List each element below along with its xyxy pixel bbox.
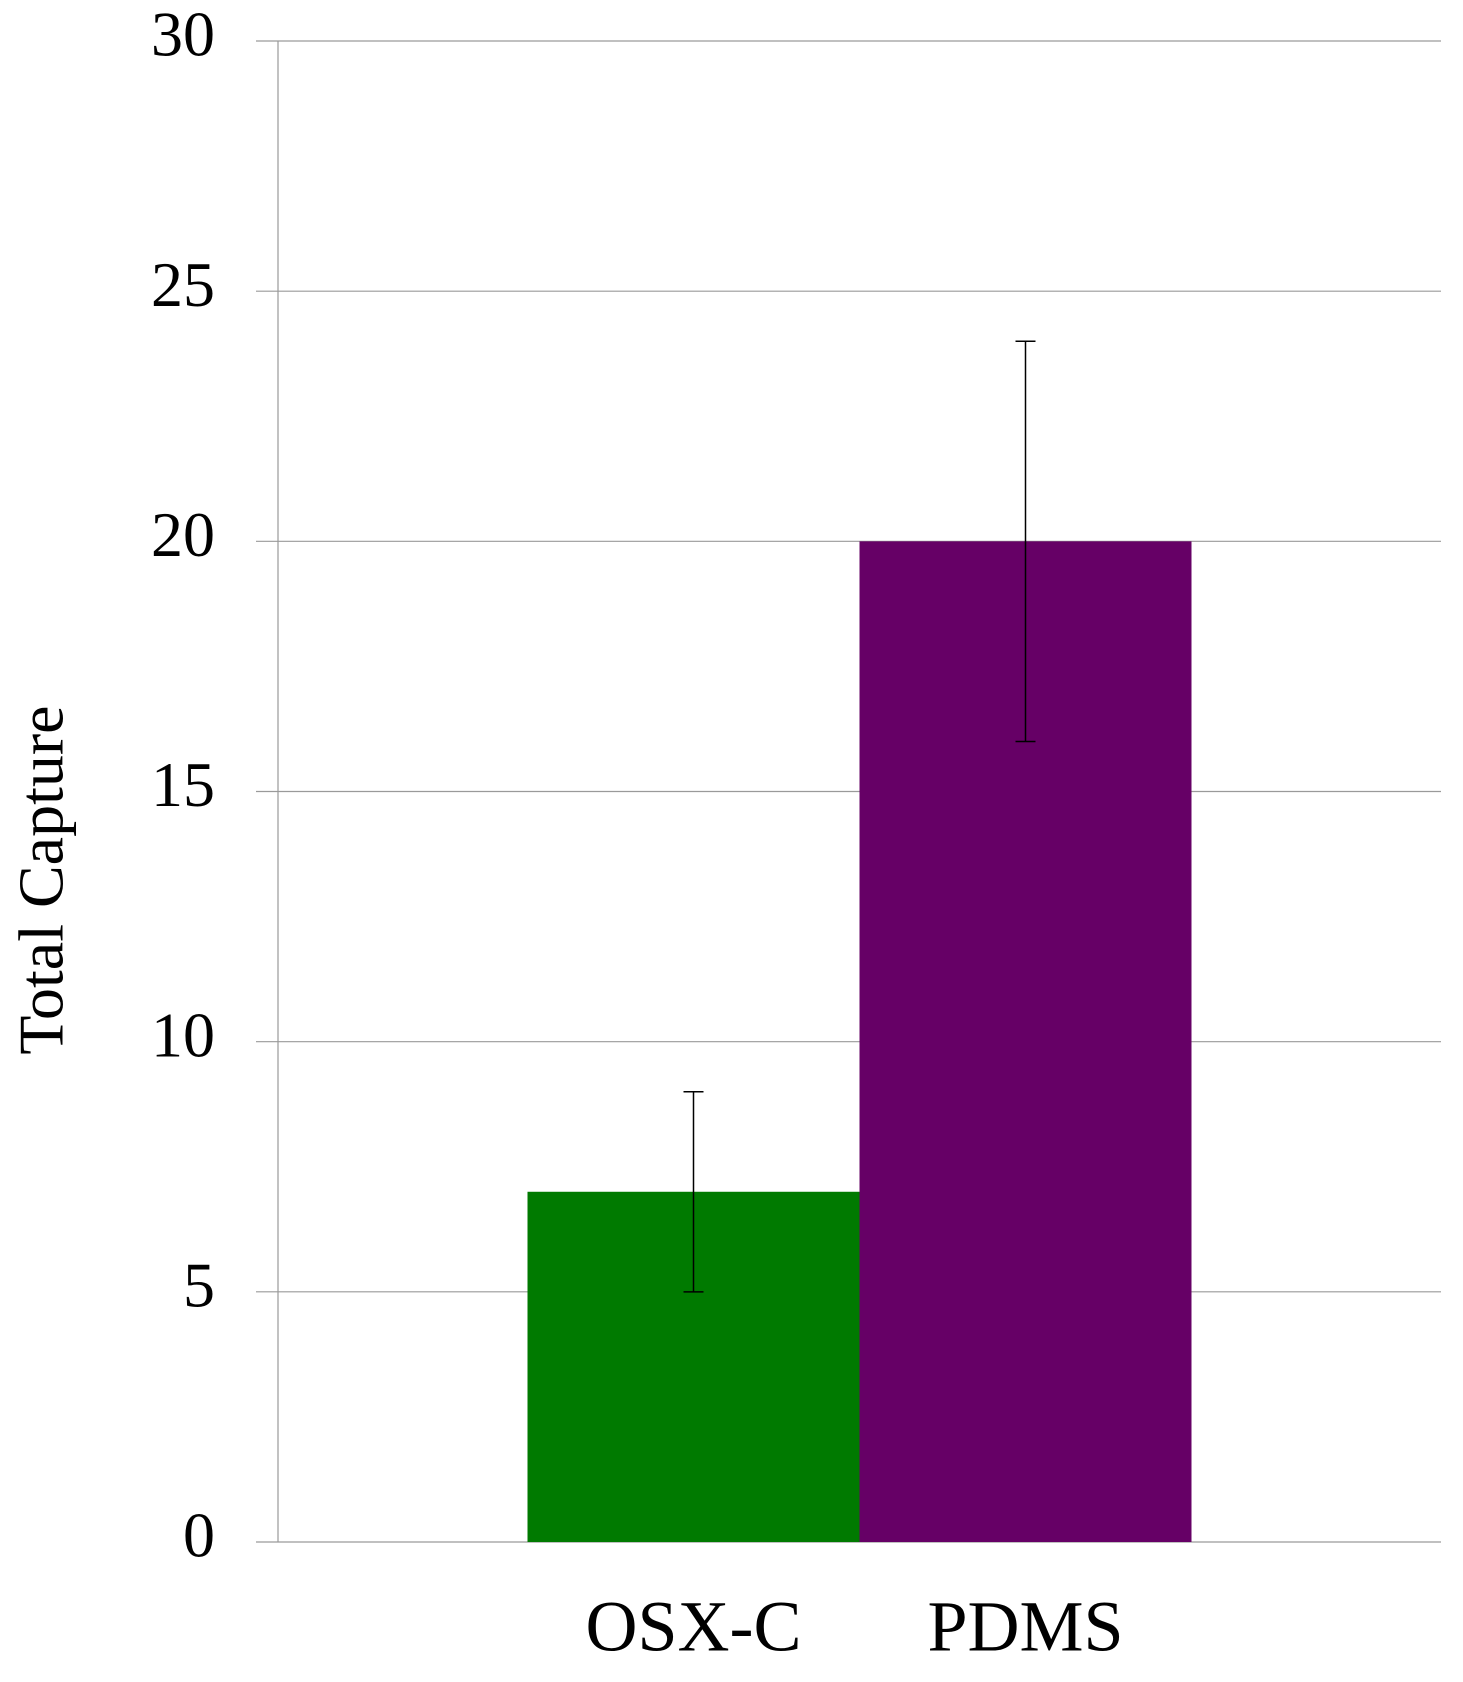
- y-tick-label: 25: [151, 249, 215, 320]
- y-axis-label: Total Capture: [6, 705, 77, 1054]
- y-tick-label: 10: [151, 999, 215, 1070]
- y-tick-label: 30: [151, 0, 215, 70]
- x-tick-label: OSX-C: [585, 1587, 801, 1667]
- y-tick-label: 20: [151, 499, 215, 570]
- y-tick-label: 15: [151, 749, 215, 820]
- y-tick-label: 0: [183, 1500, 215, 1571]
- x-tick-label: PDMS: [927, 1587, 1123, 1667]
- y-tick-label: 5: [183, 1250, 215, 1321]
